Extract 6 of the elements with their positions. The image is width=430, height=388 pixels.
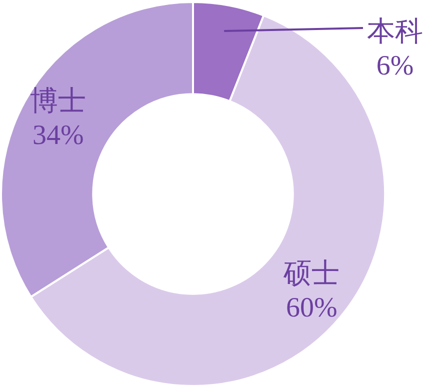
data-label: 34%	[32, 120, 84, 152]
slice-label: 博士	[30, 86, 86, 118]
data-label: 6%	[376, 50, 414, 82]
data-label: 60%	[286, 292, 338, 324]
slice-label: 本科	[367, 16, 423, 48]
slice-label: 硕士	[282, 258, 340, 290]
